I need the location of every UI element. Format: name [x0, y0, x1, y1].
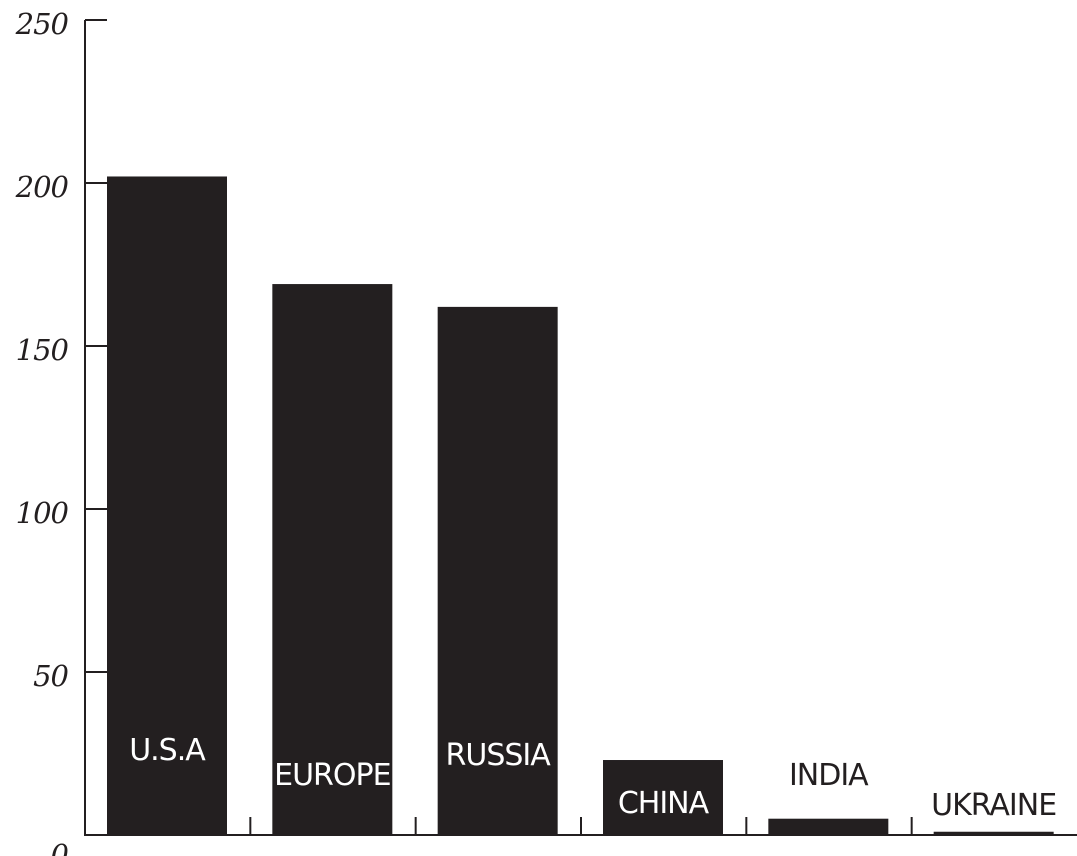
bar-label: EUROPE: [274, 758, 390, 793]
y-tick-label: 250: [15, 7, 69, 41]
bar-label: CHINA: [618, 786, 710, 821]
bar-india: [768, 818, 889, 835]
y-tick-label: 50: [33, 659, 68, 693]
bar-russia: [437, 306, 558, 835]
bar-label: RUSSIA: [446, 738, 552, 773]
bar-label: INDIA: [789, 758, 869, 793]
bar-labels-group: U.S.A EUROPE RUSSIA CHINA INDIA UKRAINE: [129, 733, 1057, 823]
y-tick-label: 200: [15, 170, 69, 204]
x-ticks-group: [249, 817, 913, 835]
y-tick-label: 0: [51, 838, 69, 856]
bars-group: [107, 176, 1054, 836]
y-ticks-group: 0 50 100 150 200 250: [15, 7, 107, 856]
axes-group: [84, 20, 1077, 836]
bar-china: [603, 760, 723, 835]
bar-ukraine: [933, 831, 1054, 835]
bar-label: UKRAINE: [931, 788, 1056, 823]
bar-u-s-a: [107, 176, 227, 836]
y-tick-label: 150: [16, 333, 69, 367]
bar-europe: [272, 284, 393, 835]
y-tick-label: 100: [16, 496, 69, 530]
bar-label: U.S.A: [129, 733, 206, 768]
